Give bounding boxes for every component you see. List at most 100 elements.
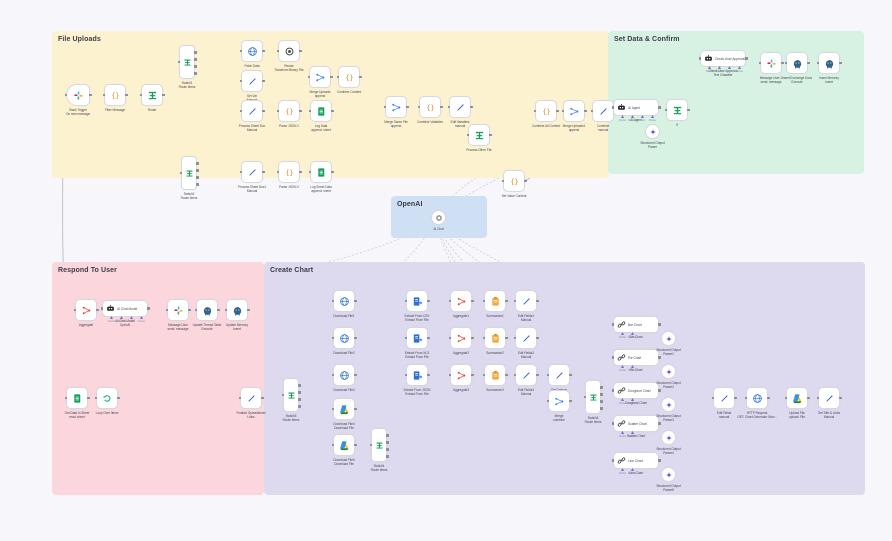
node-output-port[interactable]: [261, 396, 264, 400]
node-input-port[interactable]: [404, 373, 408, 377]
node-output-port[interactable]: [262, 109, 265, 113]
node-input-port[interactable]: [664, 108, 668, 112]
node-input-port[interactable]: [139, 93, 143, 97]
node-r6[interactable]: [66, 387, 88, 409]
node-output-port[interactable]: [807, 61, 810, 65]
node-input-port[interactable]: [102, 93, 106, 97]
node-output-port[interactable]: [359, 75, 362, 79]
node-output-port[interactable]: [536, 336, 539, 340]
node-n14[interactable]: [241, 161, 263, 183]
node-output-port[interactable]: [505, 373, 508, 377]
node-subport[interactable]: [708, 66, 711, 69]
node-input-port[interactable]: [744, 396, 748, 400]
node-output-port[interactable]: [569, 399, 572, 403]
node-input-port[interactable]: [239, 170, 243, 174]
node-subport[interactable]: [621, 431, 624, 434]
node-subport[interactable]: [728, 66, 731, 69]
node-output-port[interactable]: [298, 405, 301, 408]
node-output-port[interactable]: [331, 109, 334, 113]
node-input-port[interactable]: [501, 179, 505, 183]
node-n23[interactable]: [592, 100, 614, 122]
node-output-port[interactable]: [767, 396, 770, 400]
node-c2[interactable]: [333, 327, 355, 349]
node-c30[interactable]: [661, 430, 676, 445]
node-subport[interactable]: [110, 316, 113, 319]
node-r1[interactable]: [75, 299, 97, 321]
node-input-port[interactable]: [307, 75, 311, 79]
node-subport[interactable]: [130, 316, 133, 319]
node-input-port[interactable]: [784, 396, 788, 400]
node-n15[interactable]: {}: [278, 161, 300, 183]
node-c24[interactable]: Doughnut Chart: [613, 382, 659, 399]
node-n19[interactable]: [449, 96, 471, 118]
node-output-port[interactable]: [658, 459, 661, 462]
node-input-port[interactable]: [513, 373, 517, 377]
node-c9[interactable]: [406, 364, 428, 386]
node-g5[interactable]: [760, 52, 782, 74]
node-subport[interactable]: [631, 365, 634, 368]
node-input-port[interactable]: [165, 308, 169, 312]
node-input-port[interactable]: [758, 61, 762, 65]
node-output-port[interactable]: [440, 105, 443, 109]
node-output-port[interactable]: [386, 441, 389, 444]
node-output-port[interactable]: [471, 299, 474, 303]
node-output-port[interactable]: [386, 448, 389, 451]
node-c4[interactable]: [333, 398, 355, 420]
node-c23[interactable]: Pie Chart: [613, 349, 659, 366]
node-input-port[interactable]: [611, 389, 615, 392]
node-output-port[interactable]: [781, 61, 784, 65]
node-c12[interactable]: [450, 364, 472, 386]
node-output-port[interactable]: [354, 336, 357, 340]
node-input-port[interactable]: [816, 61, 820, 65]
node-input-port[interactable]: [583, 395, 587, 399]
node-output-port[interactable]: [536, 299, 539, 303]
node-g2[interactable]: [645, 124, 660, 139]
node-output-port[interactable]: [147, 307, 150, 310]
node-c22[interactable]: Bar Chart: [613, 316, 659, 333]
node-output-port[interactable]: [386, 434, 389, 437]
node-c20[interactable]: [548, 390, 570, 412]
node-c5[interactable]: [333, 434, 355, 456]
node-input-port[interactable]: [546, 399, 550, 403]
node-c16[interactable]: [515, 290, 537, 312]
node-n5[interactable]: [241, 40, 263, 62]
node-input-port[interactable]: [404, 336, 408, 340]
node-c0[interactable]: [283, 378, 299, 412]
node-c31[interactable]: [661, 467, 676, 482]
node-subport[interactable]: [140, 316, 143, 319]
node-input-port[interactable]: [611, 422, 615, 425]
node-c29[interactable]: [661, 397, 676, 412]
node-output-port[interactable]: [427, 373, 430, 377]
node-input-port[interactable]: [561, 109, 565, 113]
node-subport[interactable]: [621, 115, 624, 118]
node-output-port[interactable]: [299, 49, 302, 53]
node-input-port[interactable]: [417, 105, 421, 109]
node-input-port[interactable]: [331, 373, 335, 377]
node-input-port[interactable]: [331, 299, 335, 303]
node-n4[interactable]: [179, 45, 195, 79]
node-output-port[interactable]: [524, 179, 527, 183]
node-c26[interactable]: Line Chart: [613, 452, 659, 469]
node-n21[interactable]: {}: [535, 100, 557, 122]
node-input-port[interactable]: [611, 323, 615, 326]
node-subport[interactable]: [738, 66, 741, 69]
node-output-port[interactable]: [331, 170, 334, 174]
node-output-port[interactable]: [194, 51, 197, 54]
node-subport[interactable]: [651, 115, 654, 118]
node-output-port[interactable]: [745, 57, 748, 60]
node-input-port[interactable]: [533, 109, 537, 113]
node-subport[interactable]: [621, 332, 624, 335]
node-output-port[interactable]: [162, 93, 165, 97]
node-subport[interactable]: [631, 332, 634, 335]
node-n11[interactable]: [309, 66, 331, 88]
node-subport[interactable]: [621, 365, 624, 368]
node-output-port[interactable]: [298, 384, 301, 387]
node-input-port[interactable]: [383, 105, 387, 109]
node-input-port[interactable]: [816, 396, 820, 400]
node-n24[interactable]: {}: [503, 170, 525, 192]
node-input-port[interactable]: [331, 407, 335, 411]
node-input-port[interactable]: [611, 356, 615, 359]
node-c3[interactable]: [333, 364, 355, 386]
node-c1[interactable]: [333, 290, 355, 312]
node-r7[interactable]: [96, 387, 118, 409]
